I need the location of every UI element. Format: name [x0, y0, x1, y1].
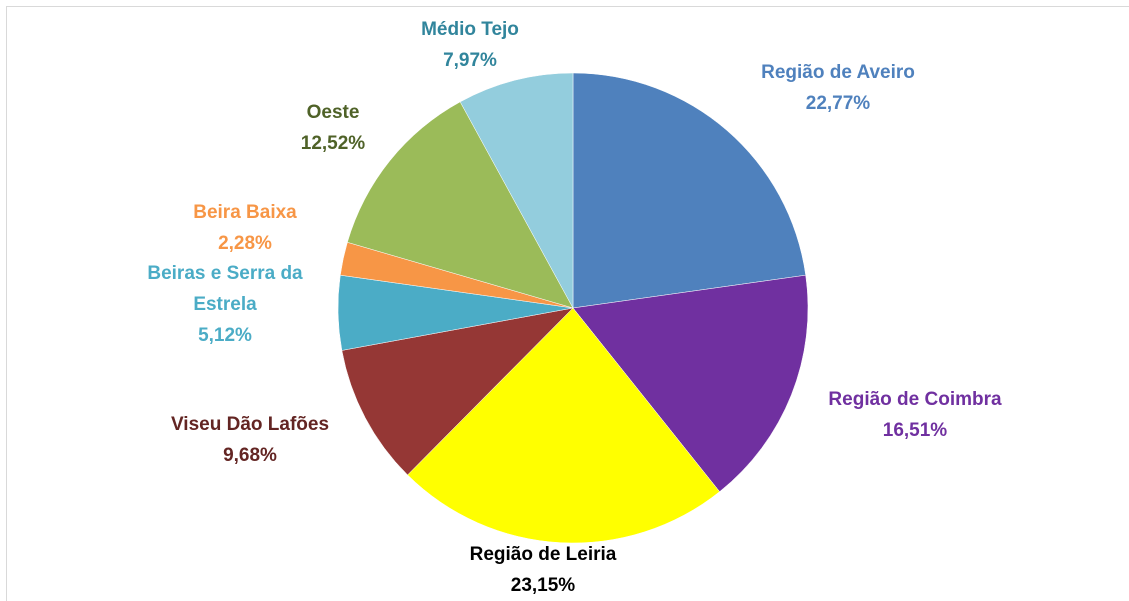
data-label: Região de Leiria 23,15%: [413, 539, 673, 601]
data-label: Região de Aveiro 22,77%: [708, 57, 968, 119]
category-label: Oeste: [306, 102, 360, 123]
data-label: Região de Coimbra 16,51%: [785, 384, 1045, 446]
pie-slice: [572, 274, 809, 493]
category-label: Região de Aveiro: [761, 62, 915, 83]
category-label: Beiras e Serra da Estrela: [147, 263, 303, 315]
value-label: 23,15%: [510, 575, 576, 596]
category-label: Região de Coimbra: [828, 389, 1002, 410]
value-label: 22,77%: [805, 93, 871, 114]
data-label: Viseu Dão Lafões 9,68%: [120, 409, 380, 471]
value-label: 2,28%: [218, 233, 272, 254]
data-label: Médio Tejo 7,97%: [370, 14, 570, 76]
pie-slice: [459, 72, 574, 309]
pie-slice: [341, 307, 574, 476]
value-label: 16,51%: [882, 420, 948, 441]
pie-slice: [347, 101, 574, 309]
data-label: Beira Baixa 2,28%: [145, 197, 345, 259]
category-label: Beira Baixa: [193, 202, 297, 223]
chart-border: [6, 6, 1129, 601]
data-label: Oeste 12,52%: [233, 97, 433, 159]
value-label: 9,68%: [223, 445, 277, 466]
category-label: Médio Tejo: [421, 19, 519, 40]
pie-slice: [407, 307, 720, 544]
pie-slice: [572, 72, 806, 309]
value-label: 12,52%: [300, 133, 366, 154]
data-label: Beiras e Serra da Estrela 5,12%: [130, 258, 320, 351]
value-label: 7,97%: [443, 50, 497, 71]
value-label: 5,12%: [198, 325, 252, 346]
category-label: Viseu Dão Lafões: [170, 414, 330, 435]
category-label: Região de Leiria: [469, 544, 617, 565]
